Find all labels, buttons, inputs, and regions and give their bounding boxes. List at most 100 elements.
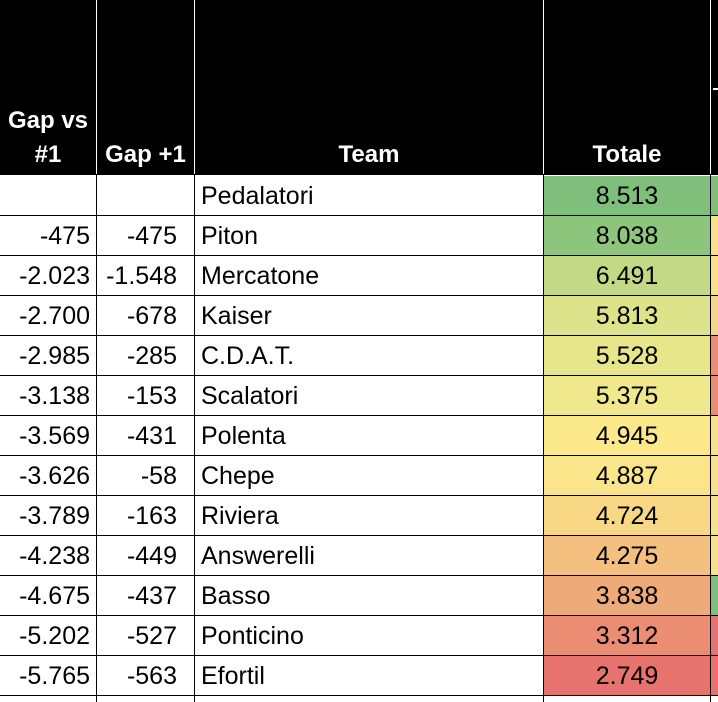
column-gridline — [710, 174, 711, 702]
cell-gap-vs-first[interactable]: -3.138 — [19, 382, 90, 410]
cell-next-column[interactable] — [711, 576, 718, 615]
cell-next-column[interactable] — [711, 616, 718, 655]
cell-gap-plus-one[interactable]: -58 — [140, 462, 177, 490]
cell-total[interactable]: 4.945 — [544, 416, 710, 455]
header-total[interactable]: Totale — [544, 0, 710, 174]
cell-gap-plus-one[interactable]: -437 — [126, 582, 177, 610]
cell-total[interactable]: 3.312 — [544, 616, 710, 655]
header-divider — [96, 0, 97, 174]
cell-gap-vs-first[interactable]: -5.765 — [19, 662, 90, 690]
cell-gap-plus-one[interactable]: -475 — [126, 222, 177, 250]
cell-total[interactable]: 4.724 — [544, 496, 710, 535]
cell-gap-vs-first[interactable] — [0, 176, 96, 215]
cell-total[interactable]: 8.513 — [544, 176, 710, 215]
header-divider — [710, 0, 711, 174]
cell-gap-plus-one[interactable] — [97, 176, 194, 215]
cell-gap-vs-first[interactable]: -475 — [39, 222, 90, 250]
cell-next-column[interactable] — [711, 216, 718, 255]
row-gridline — [0, 495, 718, 496]
cell-gap-plus-one[interactable]: -527 — [126, 622, 177, 650]
cell-team[interactable]: C.D.A.T. — [201, 342, 295, 370]
cell-total[interactable]: 5.375 — [544, 376, 710, 415]
cell-total[interactable]: 8.038 — [544, 216, 710, 255]
cell-next-column[interactable] — [711, 496, 718, 535]
row-gridline — [0, 215, 718, 216]
cell-total[interactable]: 2.749 — [544, 656, 710, 695]
cell-total[interactable]: 6.491 — [544, 256, 710, 295]
table-row[interactable]: -2.023 -1.548 Mercatone 6.491 — [0, 256, 718, 296]
header-next-column[interactable] — [711, 0, 718, 174]
cell-team[interactable]: Basso — [201, 582, 271, 610]
cell-total[interactable]: 3.838 — [544, 576, 710, 615]
cell-gap-plus-one[interactable]: -1.548 — [106, 262, 177, 290]
cell-team[interactable]: Piton — [201, 222, 258, 250]
cell-total[interactable]: 5.813 — [544, 296, 710, 335]
cell-gap-vs-first[interactable]: -3.569 — [19, 422, 90, 450]
cell-next-column[interactable] — [711, 536, 718, 575]
table-row[interactable]: -5.202 -527 Ponticino 3.312 — [0, 616, 718, 656]
header-team-label: Team — [338, 141, 400, 168]
column-gridline — [543, 174, 544, 702]
cell-gap-vs-first[interactable]: -4.675 — [19, 582, 90, 610]
cell-team[interactable]: Scalatori — [201, 382, 299, 410]
cell-next-column[interactable] — [711, 376, 718, 415]
cell-total[interactable]: 4.887 — [544, 456, 710, 495]
cell-team[interactable]: Chepe — [201, 462, 275, 490]
cell-team[interactable]: Efortil — [201, 662, 265, 690]
cell-gap-plus-one[interactable]: -163 — [126, 502, 177, 530]
cell-next-column[interactable] — [711, 656, 718, 695]
cell-team[interactable]: Kaiser — [201, 302, 272, 330]
cell-next-column[interactable] — [711, 256, 718, 295]
table-row[interactable]: -5.765 -563 Efortil 2.749 — [0, 656, 718, 696]
row-gridline — [0, 615, 718, 616]
header-divider — [194, 0, 195, 174]
cell-team[interactable]: Answerelli — [201, 542, 315, 570]
cell-gap-vs-first[interactable]: -2.985 — [19, 342, 90, 370]
row-gridline — [0, 375, 718, 376]
cell-next-column[interactable] — [711, 456, 718, 495]
header-gap-vs-first-line1: Gap vs — [7, 107, 89, 134]
cell-next-column[interactable] — [711, 176, 718, 215]
table-row[interactable]: -2.700 -678 Kaiser 5.813 — [0, 296, 718, 336]
cell-gap-plus-one[interactable]: -678 — [126, 302, 177, 330]
cell-next-column[interactable] — [711, 296, 718, 335]
header-team[interactable]: Team — [195, 0, 543, 174]
row-gridline — [0, 335, 718, 336]
table-row[interactable]: -3.626 -58 Chepe 4.887 — [0, 456, 718, 496]
table-row[interactable]: Pedalatori 8.513 — [0, 176, 718, 216]
table-row[interactable]: -3.138 -153 Scalatori 5.375 — [0, 376, 718, 416]
cell-team[interactable]: Mercatone — [201, 262, 320, 290]
cell-gap-vs-first[interactable]: -2.023 — [19, 262, 90, 290]
table-row[interactable]: -2.985 -285 C.D.A.T. 5.528 — [0, 336, 718, 376]
cell-gap-plus-one[interactable]: -449 — [126, 542, 177, 570]
header-bottom-gridline — [0, 174, 718, 175]
table-row[interactable]: -3.789 -163 Riviera 4.724 — [0, 496, 718, 536]
cell-total[interactable]: 5.528 — [544, 336, 710, 375]
cell-gap-plus-one[interactable]: -431 — [126, 422, 177, 450]
cell-team[interactable]: Riviera — [201, 502, 279, 530]
cell-gap-vs-first[interactable]: -5.202 — [19, 622, 90, 650]
cell-gap-vs-first[interactable]: -3.789 — [19, 502, 90, 530]
cell-team[interactable]: Pedalatori — [201, 182, 314, 210]
table-row[interactable]: -4.675 -437 Basso 3.838 — [0, 576, 718, 616]
cell-team[interactable]: Ponticino — [201, 622, 304, 650]
cell-gap-vs-first[interactable]: -4.238 — [19, 542, 90, 570]
cell-gap-plus-one[interactable]: -563 — [126, 662, 177, 690]
cell-gap-vs-first[interactable]: -2.700 — [19, 302, 90, 330]
cell-gap-plus-one[interactable]: -285 — [126, 342, 177, 370]
cell-team[interactable]: Polenta — [201, 422, 286, 450]
header-gap-vs-first[interactable]: Gap vs #1 — [0, 0, 96, 174]
cell-next-column[interactable] — [711, 336, 718, 375]
row-gridline — [0, 295, 718, 296]
header-gap-plus-one[interactable]: Gap +1 — [97, 0, 194, 174]
cell-gap-plus-one[interactable]: -153 — [126, 382, 177, 410]
table-row[interactable]: -3.569 -431 Polenta 4.945 — [0, 416, 718, 456]
header-next-column-mark — [713, 88, 718, 90]
column-gridline — [96, 174, 97, 702]
table-row[interactable]: -475 -475 Piton 8.038 — [0, 216, 718, 256]
table-row[interactable]: -4.238 -449 Answerelli 4.275 — [0, 536, 718, 576]
cell-next-column[interactable] — [711, 416, 718, 455]
cell-total[interactable]: 4.275 — [544, 536, 710, 575]
cell-gap-vs-first[interactable]: -3.626 — [19, 462, 90, 490]
